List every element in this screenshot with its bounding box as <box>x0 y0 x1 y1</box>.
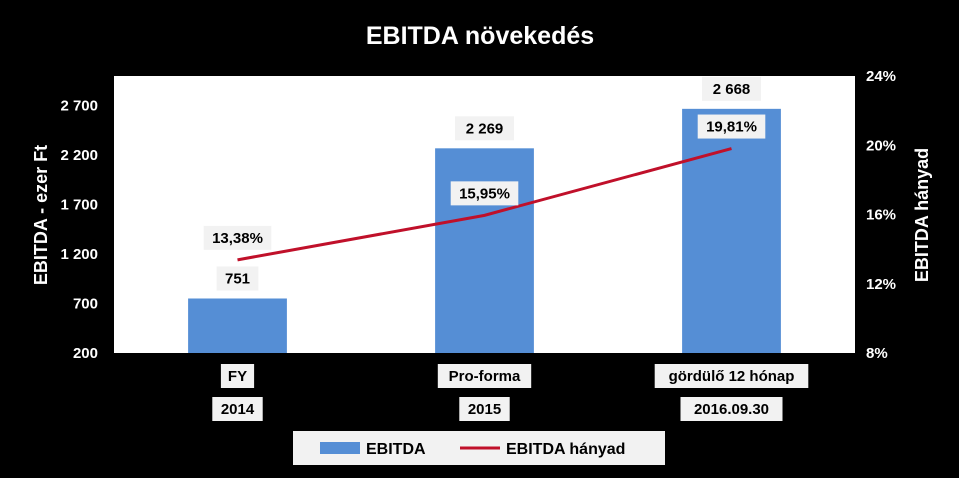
bar <box>188 298 287 353</box>
category-label-line2-text: 2014 <box>221 401 255 418</box>
category-label-line1-box <box>654 364 809 388</box>
category-label-line1: gördülő 12 hónap <box>654 364 809 388</box>
y2-axis-ticks: 8% 12% 16% 20% 24% <box>866 68 896 362</box>
bar-data-label-box <box>702 76 761 101</box>
line-data-label-text: 13,38% <box>212 230 263 247</box>
line-data-label-text: 15,95% <box>459 185 510 202</box>
y2-tick-label: 12% <box>866 276 896 293</box>
line-data-label-box <box>697 114 766 139</box>
category-label-line1-text: gördülő 12 hónap <box>669 368 795 385</box>
category-label-line1: Pro-forma <box>437 364 532 388</box>
category-label-line2-box <box>459 397 510 421</box>
y-tick-label: 1 700 <box>60 197 98 214</box>
bar <box>682 108 781 353</box>
bar-data-label-text: 751 <box>225 270 250 287</box>
y-axis-title: EBITDA - ezer Ft <box>31 145 51 285</box>
line-data-label-text: 19,81% <box>706 119 757 136</box>
chart-title: EBITDA növekedés <box>366 22 594 50</box>
bar-data-label-box <box>455 116 514 141</box>
category-label-line2: 2015 <box>459 397 510 421</box>
legend: EBITDA EBITDA hányad <box>293 431 665 465</box>
y2-tick-label: 20% <box>866 137 896 154</box>
line-series <box>237 147 732 262</box>
y-tick-label: 2 700 <box>60 98 98 115</box>
category-label-line2-box <box>212 397 263 421</box>
legend-bar-swatch <box>320 442 360 454</box>
y-tick-label: 1 200 <box>60 246 98 263</box>
y2-tick-label: 16% <box>866 207 896 224</box>
y-axis-ticks: 200 700 1 200 1 700 2 200 2 700 <box>60 98 98 362</box>
bar-data-label-box <box>216 266 259 291</box>
line-data-label: 13,38% <box>203 225 272 250</box>
bar-data-label: 2 668 <box>702 76 761 101</box>
category-label-line1-text: Pro-forma <box>449 368 521 385</box>
y2-axis-title: EBITDA hányad <box>912 148 932 282</box>
legend-label-ebitda-hanyad: EBITDA hányad <box>506 441 625 458</box>
line-data-label: 19,81% <box>697 114 766 139</box>
y2-tick-label: 8% <box>866 345 888 362</box>
bar-data-label: 751 <box>216 266 259 291</box>
y2-tick-label: 24% <box>866 68 896 85</box>
category-label-line2: 2016.09.30 <box>680 397 783 421</box>
category-label-line1-box <box>437 364 532 388</box>
category-label-line1-text: FY <box>228 368 247 385</box>
bar-data-labels: 751 2 269 2 668 <box>216 76 761 291</box>
category-label-line2-text: 2016.09.30 <box>694 401 769 418</box>
category-labels: FY 2014 Pro-forma 2015 gördülő 12 hónap 2016.… <box>212 364 809 421</box>
bar-data-label: 2 269 <box>455 116 514 141</box>
bar-data-label-text: 2 668 <box>713 81 751 98</box>
bar-data-label-text: 2 269 <box>466 120 504 137</box>
category-label-line2-box <box>680 397 783 421</box>
category-label-line2: 2014 <box>212 397 263 421</box>
line-path <box>237 147 732 262</box>
category-label-line1-box <box>220 364 255 388</box>
y-tick-label: 700 <box>73 296 98 313</box>
bar <box>435 148 534 353</box>
line-data-label: 15,95% <box>450 181 519 206</box>
category-label-line1: FY <box>220 364 255 388</box>
y-tick-label: 200 <box>73 345 98 362</box>
line-data-label-box <box>450 181 519 206</box>
y-tick-label: 2 200 <box>60 147 98 164</box>
line-data-label-box <box>203 225 272 250</box>
legend-label-ebitda: EBITDA <box>366 441 426 458</box>
line-data-labels: 13,38% 15,95% 19,81% <box>203 114 766 250</box>
category-label-line2-text: 2015 <box>468 401 501 418</box>
